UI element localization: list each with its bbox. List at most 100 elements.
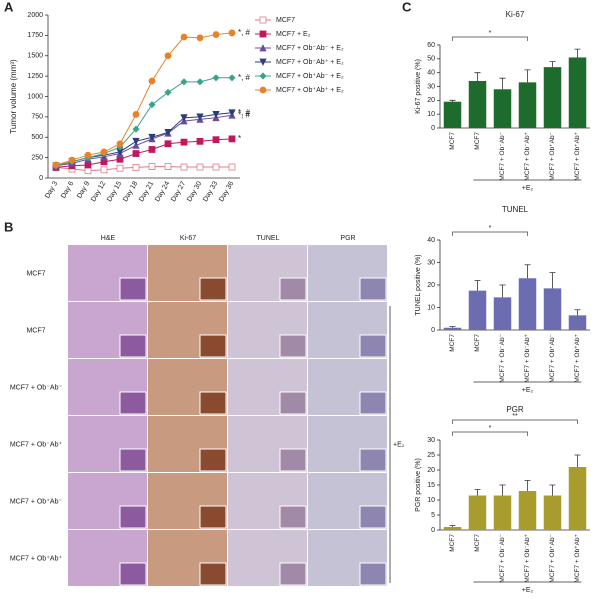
x-tick-label: Day 30 [186,180,203,203]
error-bar [499,284,506,298]
x-tick-label: Day 36 [218,180,235,203]
column-header: TUNEL [257,235,280,242]
marker [132,137,140,146]
x-tick-label: Day 21 [138,180,155,203]
y-tick-label: 40 [427,237,435,244]
significance-bracket [452,36,528,41]
bar [443,101,462,128]
marker [196,163,204,171]
y-axis-label: Ki-67 positive (%) [415,59,422,114]
group-label: +E₂ [522,185,534,192]
error-bar [524,69,531,83]
x-tick-label: MCF7 + Ob⁺Ab⁺ [574,131,581,180]
bar [518,82,537,128]
error-bar [549,484,556,496]
marker [259,44,267,52]
marker [212,163,220,171]
micrograph-inset [119,277,147,301]
error-bar [499,484,506,496]
micrograph-inset [199,277,227,301]
bar [493,89,512,128]
marker [100,166,108,174]
group-label: +E₂ [522,587,534,594]
x-tick-label: Day 3 [44,180,59,199]
x-tick-label: Day 18 [122,180,139,203]
legend-label: MCF7 + Ob⁺Ab⁻ + E₂ [276,73,344,80]
series-line [55,32,233,166]
marker [259,58,267,66]
x-tick-label: MCF7 [449,334,456,352]
marker [196,78,204,86]
error-bar [499,77,506,90]
marker [164,128,172,137]
panel-letter: A [4,0,14,14]
error-bar [449,326,456,328]
marker [228,109,236,117]
error-bar [449,99,456,102]
y-tick-label: 1000 [27,93,43,100]
marker [84,151,92,159]
bar [493,297,512,330]
y-tick-label: 10 [427,111,435,118]
y-tick-label: 30 [427,83,435,90]
marker [68,156,76,164]
x-tick-label: MCF7 + Ob⁻Ab⁺ [524,333,531,382]
significance-label: * [489,425,492,432]
marker [116,155,124,163]
y-tick-label: 60 [427,42,435,49]
marker [132,141,140,149]
row-label: MCF7 + Ob⁻Ab⁻ [10,384,63,391]
x-tick-label: MCF7 + Ob⁻Ab⁻ [499,533,506,582]
marker [100,148,108,156]
micrograph-inset [279,562,307,586]
y-tick-label: 20 [427,97,435,104]
marker [164,88,172,96]
micrograph-inset [279,505,307,529]
bar [568,467,587,530]
marker [196,34,204,42]
marker [116,140,124,148]
marker [196,137,204,145]
legend-label: MCF7 + Ob⁻Ab⁻ + E₂ [276,45,344,52]
marker [212,111,220,119]
micrograph-inset [359,505,387,529]
chart-title: PGR [506,405,524,414]
error-bar [574,48,581,58]
x-tick-label: MCF7 [449,132,456,150]
bar [543,288,562,330]
micrograph-inset [199,391,227,415]
micrograph-inset [279,448,307,472]
y-tick-label: 750 [31,114,43,121]
panel-letter: B [4,219,13,234]
marker [132,125,140,133]
y-tick-label: 30 [427,437,435,444]
series-line [55,112,233,167]
series-line [55,166,232,172]
bar [568,57,587,129]
bar [468,495,487,530]
row-label: MCF7 [26,270,45,277]
x-tick-label: Day 15 [106,180,123,203]
bar [518,491,537,530]
y-tick-label: 1750 [27,32,43,39]
x-tick-label: Day 33 [202,180,219,203]
y-tick-label: 15 [427,482,435,489]
marker [52,161,60,169]
error-bar [474,489,481,496]
marker [148,146,156,153]
error-bar [549,61,556,68]
row-label: MCF7 [26,327,45,334]
x-tick-label: MCF7 + Ob⁺Ab⁻ [549,333,556,382]
panel-letter: C [402,0,412,14]
marker [148,101,156,109]
marker [259,30,267,38]
annotation: *, # [238,73,251,82]
x-tick-label: Day 9 [76,180,91,199]
significance-bracket [452,431,528,436]
marker [164,140,172,148]
x-tick-label: MCF7 + Ob⁻Ab⁻ [499,131,506,180]
y-tick-label: 10 [427,497,435,504]
column-header: PGR [340,235,355,242]
marker [116,164,124,172]
